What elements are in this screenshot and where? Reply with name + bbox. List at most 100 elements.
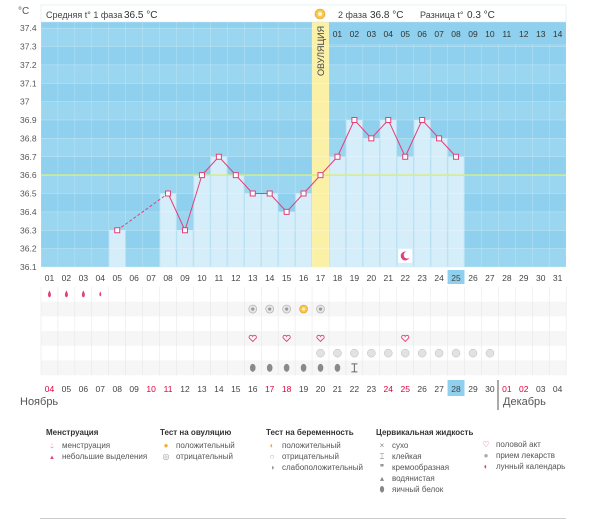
pill-icon <box>417 348 427 358</box>
cycle-day-label: 07 <box>146 273 156 283</box>
calendar-date-label: 03 <box>536 384 546 394</box>
bbt-chart: 36.1 36.2 36.3 36.4 36.5 36.6 36.7 36.8 36.9 37 37… <box>18 4 567 410</box>
calendar-date-label: 10 <box>146 384 156 394</box>
header-bar <box>40 4 567 23</box>
temperature-line-segment <box>438 138 457 158</box>
egg-white-icon <box>266 363 273 372</box>
sticky-icon <box>351 363 358 373</box>
sun-center <box>318 307 323 311</box>
legend-item: ❞ кремообразная <box>376 462 473 473</box>
temperature-line-segment <box>201 156 220 176</box>
calendar-date-label: 21 <box>333 384 343 394</box>
temperature-line-segment <box>421 119 440 139</box>
phase2-day-label: 07 <box>434 29 444 39</box>
temperature-point <box>368 135 375 142</box>
phase2-day-label: 02 <box>350 29 360 39</box>
blood-drop-icon <box>64 290 68 298</box>
cycle-day-label: 02 <box>62 273 72 283</box>
calendar-date-label: 26 <box>417 384 427 394</box>
y-tick-label: 37.2 <box>20 60 37 70</box>
today-highlight <box>447 380 465 396</box>
ovulation-label: ОВУЛЯЦИЯ <box>316 26 326 76</box>
phase2-day-label: 06 <box>417 29 427 39</box>
cycle-day-label: 11 <box>214 273 223 283</box>
temperature-line-segment <box>404 119 423 157</box>
pill-icon <box>350 348 359 358</box>
temperature-bar <box>278 211 295 268</box>
cycle-day-label: 13 <box>248 273 258 283</box>
y-tick-label: 37.4 <box>20 23 37 33</box>
y-tick-label: 37 <box>20 97 30 107</box>
legend-item: ♡ половой акт <box>480 439 565 450</box>
temperature-point <box>419 117 426 123</box>
legend-item: ○ отрицательный <box>266 451 363 462</box>
cycle-day-label: 28 <box>502 273 512 283</box>
calendar-date-label: 30 <box>485 384 495 394</box>
phase2-day-label: 12 <box>519 29 529 39</box>
temperature-point <box>402 153 409 160</box>
temperature-point <box>266 190 273 197</box>
phase2-day-label: 03 <box>367 29 377 39</box>
legend-item: ◎ отрицательный <box>160 451 235 462</box>
calendar-date-label: 18 <box>282 384 292 394</box>
y-tick-label: 36.4 <box>20 207 37 217</box>
pregnancy-negative-icon: ○ <box>269 452 275 461</box>
phase2-day-label: 14 <box>553 29 563 39</box>
temperature-line-segment <box>320 156 338 176</box>
temperature-line-segment <box>370 119 389 139</box>
legend-item: ● прием лекарств <box>480 450 565 461</box>
pill-icon: ● <box>483 451 489 460</box>
blood-drop-icon <box>47 290 51 298</box>
legend-item: ◐ лунный календарь <box>480 461 566 472</box>
calendar-date-label: 06 <box>79 384 89 394</box>
temperature-point <box>334 153 341 160</box>
y-tick-label: 36.1 <box>20 262 37 272</box>
egg-white-icon: ⬮ <box>379 485 385 494</box>
calendar-date-label: 29 <box>468 384 478 394</box>
cycle-day-label: 22 <box>400 273 410 283</box>
cycle-day-label: 24 <box>434 273 444 283</box>
legend-cervical-fluid: Цервикальная жидкость × сухо ⌶ клейкая ❞ кр… <box>376 428 473 495</box>
sun-icon <box>314 8 326 20</box>
legend-item: × сухо <box>376 440 473 451</box>
moon-icon: ◐ <box>483 462 489 471</box>
temperature-point <box>232 172 239 179</box>
temperature-point <box>436 135 443 142</box>
y-tick-label: 36.2 <box>20 244 37 254</box>
calendar-date-label: 15 <box>231 384 241 394</box>
y-tick-label: 37.3 <box>20 42 37 52</box>
legend-item: ⬮ яичный белок <box>376 484 473 495</box>
sun-center <box>301 307 306 311</box>
unit-label: °C <box>18 6 29 17</box>
cycle-day-label: 20 <box>367 273 377 283</box>
calendar-date-label: 07 <box>96 384 106 394</box>
cycle-day-label: 09 <box>180 273 190 283</box>
temperature-point <box>385 117 392 123</box>
calendar-date-label: 11 <box>164 384 173 394</box>
small-drop-icon: ▲ <box>49 455 55 461</box>
cycle-day-label: 30 <box>536 273 546 283</box>
pill-icon <box>434 348 444 358</box>
moon-cutout <box>403 251 411 259</box>
calendar-date-label: 28 <box>451 384 461 394</box>
ovulation-band <box>312 5 329 267</box>
legend-item: ⌶ клейкая <box>376 451 473 462</box>
heart-icon <box>401 334 410 343</box>
cycle-day-label: 10 <box>197 273 207 283</box>
temperature-bar <box>363 138 380 268</box>
phase2-header <box>328 22 566 44</box>
calendar-date-label: 12 <box>180 384 190 394</box>
temperature-point <box>215 153 222 160</box>
cycle-day-label: 16 <box>299 273 309 283</box>
sky-row <box>41 101 566 120</box>
calendar-date-label: 09 <box>129 384 139 394</box>
calendar-date-label: 02 <box>519 384 529 394</box>
cycle-day-label: 17 <box>316 273 326 283</box>
phase2-day-label: 11 <box>502 29 511 39</box>
heart-icon <box>282 334 291 343</box>
egg-white-icon <box>300 363 307 372</box>
current-day-highlight <box>447 270 465 284</box>
temperature-line-segment <box>286 193 304 213</box>
legend-cervical-title: Цервикальная жидкость <box>376 428 474 437</box>
cycle-day-label: 05 <box>112 273 122 283</box>
